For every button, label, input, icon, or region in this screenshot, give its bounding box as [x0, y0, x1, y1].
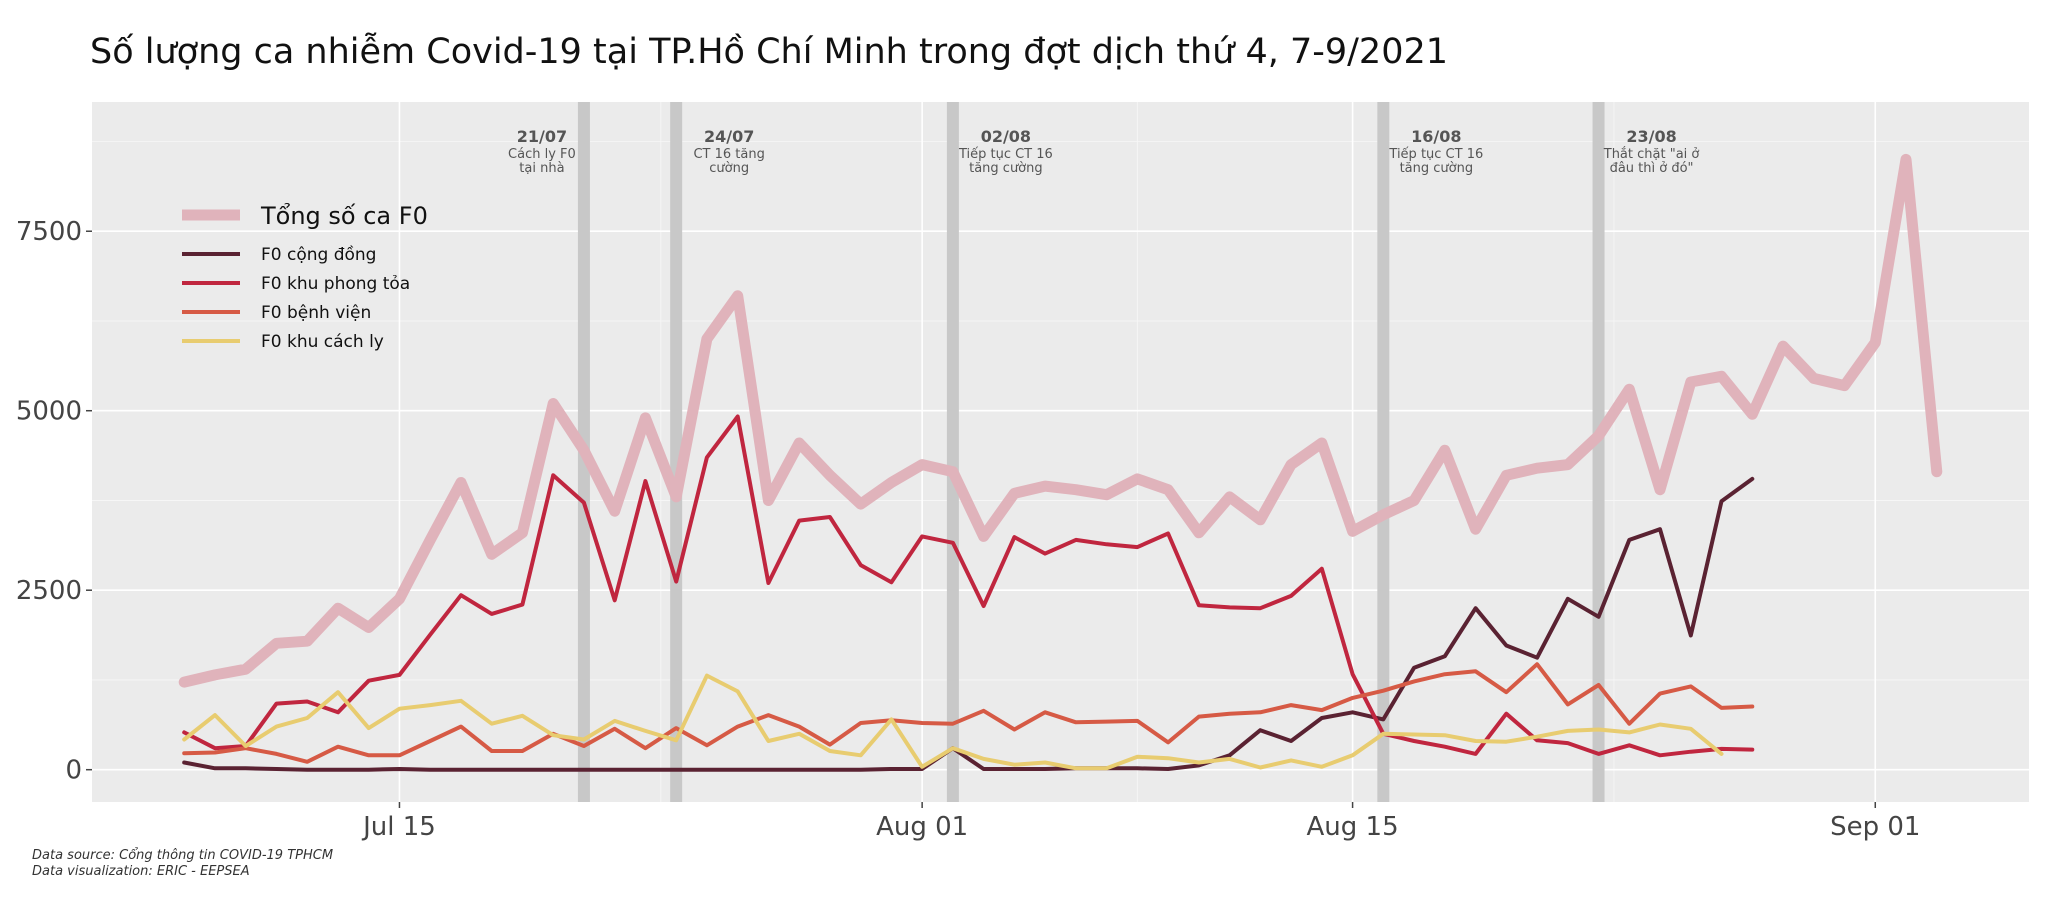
chart-title: Số lượng ca nhiễm Covid-19 tại TP.Hồ Chí… [90, 32, 1448, 72]
x-tick-label: Aug 15 [1307, 812, 1399, 842]
legend-label: F0 khu cách ly [261, 332, 384, 352]
annotation-date: 16/08 [1411, 127, 1461, 146]
y-tick-label: 0 [65, 756, 82, 786]
event-band [670, 102, 683, 802]
event-band [946, 102, 959, 802]
event-band [1592, 102, 1605, 802]
x-tick-label: Aug 01 [876, 812, 968, 842]
series-line [182, 414, 1755, 758]
series-line [182, 476, 1755, 772]
annotation-note: tăng cường [969, 161, 1043, 176]
legend-label: F0 khu phong tỏa [261, 274, 410, 294]
x-tick-label: Sep 01 [1830, 812, 1920, 842]
data-source-caption: Data source: Cổng thông tin COVID-19 TPH… [32, 848, 334, 863]
annotation-date: 02/08 [981, 127, 1031, 146]
annotation-note: tăng cường [1400, 161, 1474, 176]
y-tick-label: 7500 [16, 217, 82, 247]
minor-gridlines [92, 102, 2029, 802]
legend-label: F0 cộng đồng [261, 244, 376, 265]
legend: Tổng số ca F0 F0 cộng đồng F0 khu phong tỏ… [182, 202, 428, 352]
annotation-note: Tiếp tục CT 16 [958, 147, 1053, 162]
annotation-note: Tiếp tục CT 16 [1388, 147, 1483, 162]
data-visualization-caption: Data visualization: ERIC - EEPSEA [32, 864, 250, 879]
annotation-note: Cách ly F0 [508, 147, 576, 162]
annotation-note: tại nhà [519, 161, 564, 176]
x-tick-label: Jul 15 [361, 812, 436, 842]
annotation-note: CT 16 tăng [693, 147, 764, 162]
annotation-date: 24/07 [704, 127, 754, 146]
event-band [1377, 102, 1390, 802]
annotation-note: cường [709, 161, 749, 176]
series-line [178, 153, 1943, 688]
annotation-note: đâu thì ở đó" [1610, 161, 1694, 176]
y-tick-label: 5000 [16, 397, 82, 427]
series-line [182, 673, 1724, 771]
axes: 0 2500 5000 7500 Jul 15 Aug 01 Aug 15 Sep 01 [16, 217, 1921, 842]
y-tick-label: 2500 [16, 576, 82, 606]
series-lines [178, 153, 1943, 772]
legend-label: F0 bệnh viện [261, 303, 371, 323]
event-bands [577, 102, 1605, 802]
annotation-note: Thắt chặt "ai ở [1603, 147, 1700, 162]
annotation-date: 21/07 [517, 127, 567, 146]
legend-label: Tổng số ca F0 [260, 202, 428, 230]
series-line [182, 662, 1755, 764]
plot-panel [92, 102, 2029, 802]
annotation-date: 23/08 [1626, 127, 1676, 146]
